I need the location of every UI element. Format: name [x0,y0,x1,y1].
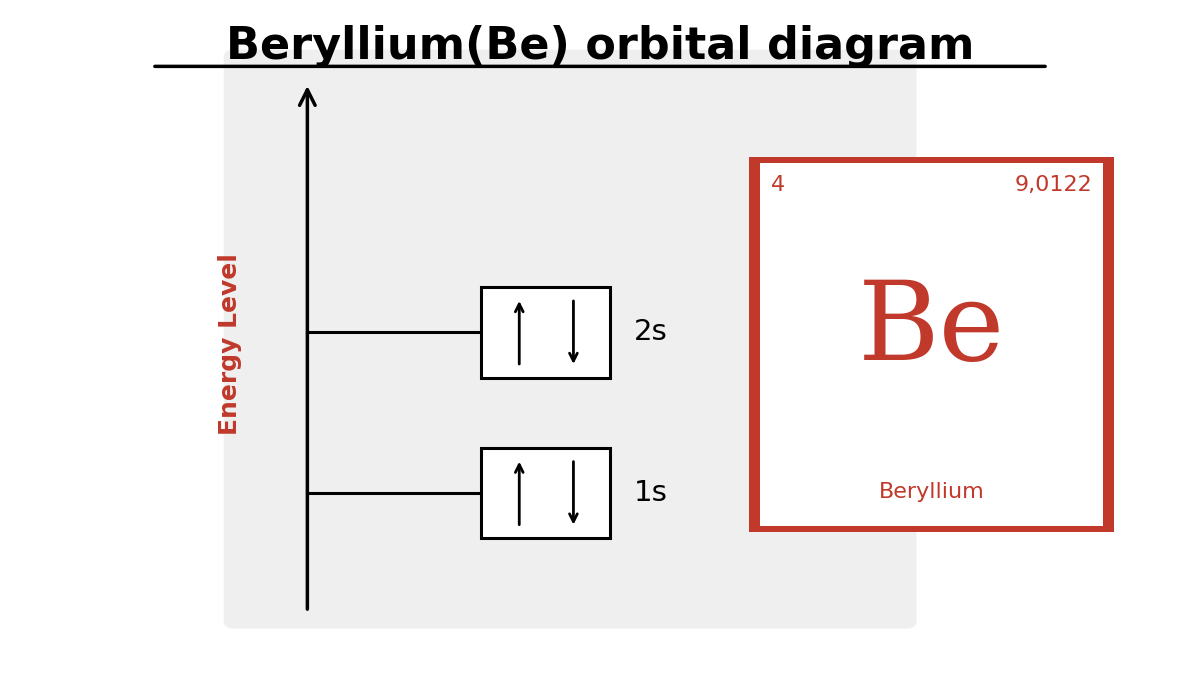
Bar [749,157,1114,532]
Text: 1s: 1s [634,479,667,507]
Text: Be: Be [858,275,1006,383]
Text: Beryllium(Be) orbital diagram: Beryllium(Be) orbital diagram [226,25,974,68]
Text: 2s: 2s [634,319,667,346]
FancyBboxPatch shape [223,50,917,628]
Text: Beryllium: Beryllium [878,481,984,502]
Bar [760,163,1103,526]
Text: Energy Level: Energy Level [217,253,241,435]
Bar [480,448,610,539]
Text: 9,0122: 9,0122 [1014,176,1092,196]
Bar [480,288,610,378]
Text: 4: 4 [770,176,785,196]
